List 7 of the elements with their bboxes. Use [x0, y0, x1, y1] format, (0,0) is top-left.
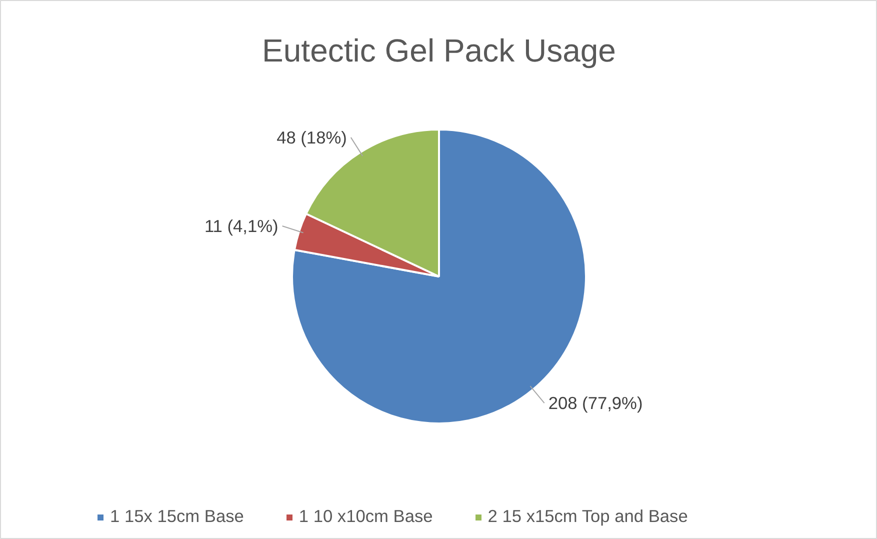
legend-label: 1 15x 15cm Base: [110, 506, 244, 527]
chart-title: Eutectic Gel Pack Usage: [262, 32, 616, 68]
legend-label: 1 10 x10cm Base: [298, 506, 433, 527]
legend-label: 2 15 x15cm Top and Base: [488, 506, 688, 527]
data-label: 11 (4,1%): [204, 216, 278, 236]
data-label: 48 (18%): [276, 127, 347, 148]
data-label: 208 (77,9%): [548, 393, 643, 414]
